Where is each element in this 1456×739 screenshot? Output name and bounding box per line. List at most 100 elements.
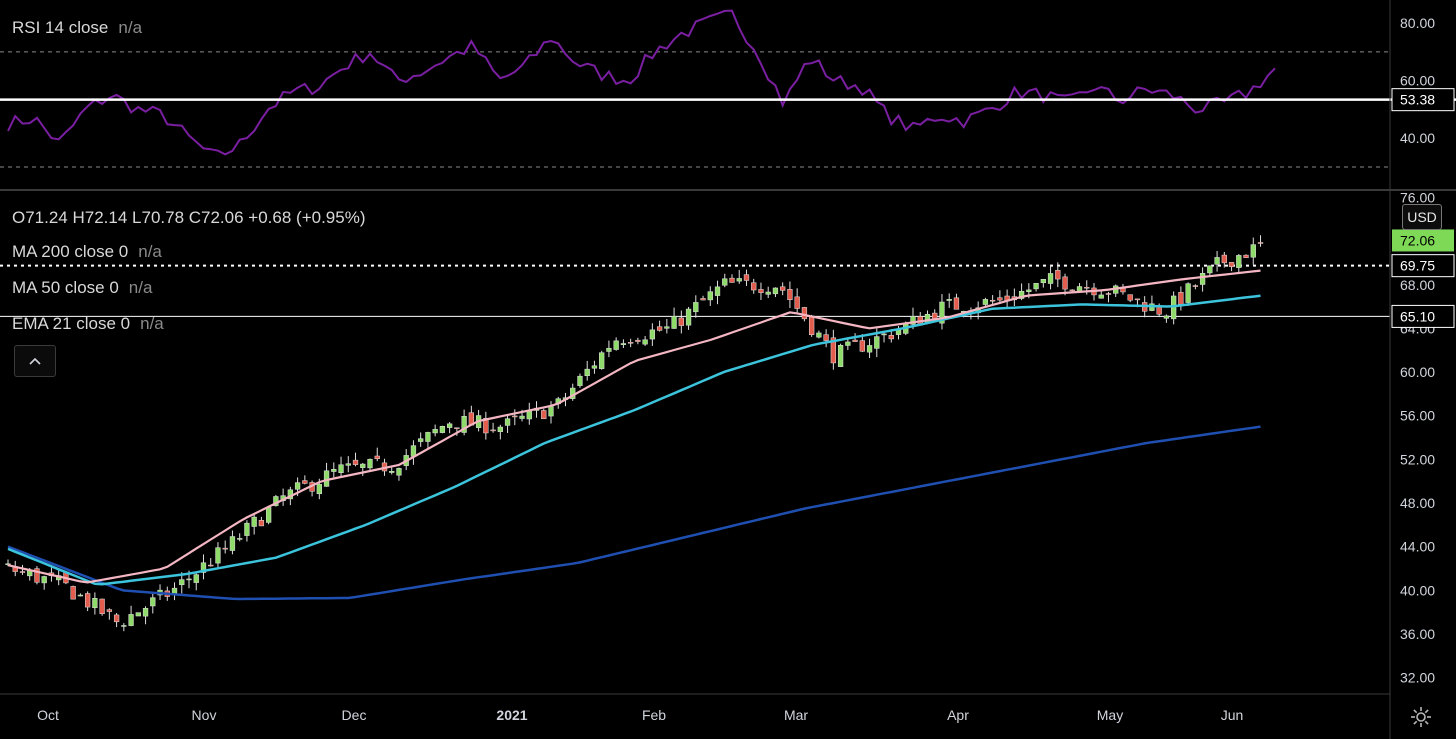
rsi-line (7, 9, 1276, 156)
ohlc-legend: O71.24 H72.14 L70.78 C72.06 +0.68 (+0.95… (12, 208, 366, 227)
time-axis-label: Nov (192, 707, 217, 723)
last-price-label: 72.06 (1400, 232, 1435, 248)
time-axis-label: Feb (642, 707, 666, 723)
candle-down (830, 337, 837, 364)
candle-down (1084, 286, 1090, 289)
candle-down (1134, 298, 1141, 301)
candle-up (613, 340, 619, 350)
candle-down (794, 296, 800, 309)
collapse-legend-button[interactable] (14, 345, 56, 377)
candle-up (360, 463, 366, 468)
candle-up (200, 562, 207, 573)
candle-up (229, 536, 236, 551)
price-tick-label: 48.00 (1400, 495, 1435, 511)
candle-up (186, 578, 192, 581)
candle-down (1178, 292, 1184, 305)
candle-up (584, 368, 590, 376)
candle-up (1185, 283, 1191, 303)
ema21-legend-label: EMA 21 close 0 (12, 314, 131, 333)
time-axis-label: Dec (342, 707, 367, 723)
candle-up (881, 333, 887, 336)
candle-up (866, 345, 873, 353)
settings-gear-icon[interactable] (1409, 705, 1433, 729)
candle-up (410, 445, 417, 457)
candle-up (1098, 294, 1104, 299)
candle-up (345, 463, 351, 466)
candle-up (142, 608, 149, 617)
time-axis-label: Oct (37, 707, 59, 723)
rsi-tick-label: 40.00 (1400, 130, 1435, 146)
price-tick-label: 52.00 (1400, 451, 1435, 467)
price-tick-label: 56.00 (1400, 408, 1435, 424)
candle-up (128, 614, 134, 626)
candle-down (258, 520, 265, 527)
candle-up (244, 522, 250, 536)
resistance-tag (1391, 254, 1455, 278)
candle-up (1033, 283, 1039, 290)
candle-down (1069, 289, 1075, 292)
candle-up (946, 299, 952, 301)
candle-up (5, 563, 11, 566)
candle-up (1018, 290, 1025, 299)
resistance-label: 69.75 (1400, 258, 1435, 274)
candle-up (1040, 279, 1046, 284)
ma200-line (7, 425, 1261, 601)
candle-down (222, 547, 228, 550)
candle-up (41, 576, 47, 584)
candle-up (461, 416, 467, 433)
time-axis-label: Mar (784, 707, 808, 723)
candle-up (910, 316, 916, 325)
candle-up (237, 538, 243, 540)
candle-up (664, 326, 670, 329)
candle-up (599, 352, 605, 369)
candle-down (19, 571, 26, 573)
support-tag (1391, 304, 1455, 328)
candle-up (432, 429, 438, 434)
candle-up (707, 291, 713, 301)
support-label: 65.10 (1400, 308, 1435, 324)
time-axis-label: Jun (1221, 707, 1244, 723)
candle-down (541, 410, 547, 420)
candle-down (627, 342, 634, 344)
candle-down (1243, 254, 1249, 259)
candle-up (418, 438, 424, 442)
candle-up (816, 332, 822, 338)
candle-up (620, 343, 627, 345)
candle-down (208, 564, 214, 567)
candle-down (859, 340, 865, 352)
candle-up (685, 308, 692, 326)
candle-down (997, 297, 1003, 301)
candle-up (179, 579, 185, 586)
ma200-legend-label: MA 200 close 0 (12, 242, 129, 261)
candle-down (374, 455, 380, 460)
candle-down (729, 277, 735, 283)
candle-up (446, 423, 453, 428)
candle-up (649, 329, 656, 340)
candle-up (1250, 244, 1256, 258)
ma200-legend: MA 200 close 0 n/a (12, 242, 162, 262)
candle-down (678, 317, 684, 326)
price-tick-label: 32.00 (1400, 670, 1435, 686)
candle-down (1105, 293, 1112, 295)
candle-up (92, 598, 98, 609)
candle-up (425, 432, 431, 442)
candle-down (1055, 270, 1061, 280)
candle-up (1199, 273, 1206, 285)
rsi-level-label: 53.38 (1400, 92, 1435, 108)
candle-down (656, 326, 663, 331)
candle-down (751, 282, 757, 291)
ma50-legend-label: MA 50 close 0 (12, 278, 119, 297)
candle-up (338, 464, 344, 473)
candle-up (548, 406, 554, 417)
candle-up (504, 418, 511, 426)
ma200-legend-value: n/a (138, 242, 162, 261)
candle-up (251, 516, 257, 527)
currency-badge[interactable]: USD (1402, 204, 1442, 230)
candle-up (722, 278, 728, 286)
candle-up (389, 471, 395, 473)
candle-down (1257, 242, 1264, 244)
candle-down (1221, 254, 1227, 264)
candle-up (215, 547, 221, 564)
candle-up (1207, 265, 1213, 274)
